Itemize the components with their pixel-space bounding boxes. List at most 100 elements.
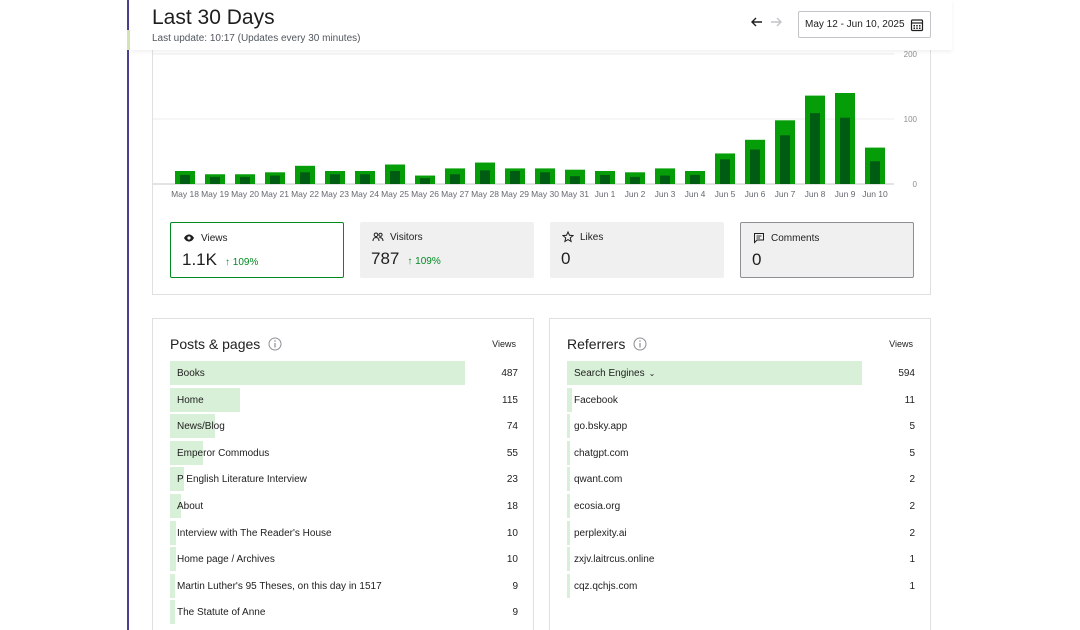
referrer-row-name[interactable]: ecosia.org — [574, 500, 621, 512]
visitors-bar — [540, 172, 550, 184]
post-row-name[interactable]: About — [177, 500, 204, 512]
info-icon[interactable] — [268, 337, 282, 351]
post-row-count: 18 — [506, 500, 518, 512]
post-row[interactable]: About 18 — [170, 493, 518, 521]
x-tick-label: May 25 — [381, 189, 409, 199]
visitors-bar — [480, 170, 490, 184]
referrer-row-name[interactable]: qwant.com — [574, 474, 623, 486]
posts-pages-title: Posts & pages — [170, 336, 282, 352]
post-row-name[interactable]: Home — [177, 394, 204, 406]
x-tick-label: Jun 1 — [595, 189, 616, 199]
referrer-row-count: 2 — [909, 474, 915, 486]
posts-pages-module: Posts & pages Views Books 487 Home 115 News/… — [152, 318, 534, 630]
post-row-name[interactable]: Martin Luther's 95 Theses, on this day i… — [177, 580, 382, 592]
referrers-views-column-header: Views — [889, 339, 913, 349]
post-row[interactable]: P English Literature Interview 23 — [170, 467, 518, 494]
visitors-stat-tab[interactable]: Visitors 787 ↑ 109% — [360, 222, 534, 278]
post-row-name[interactable]: P English Literature Interview — [177, 474, 307, 486]
post-row[interactable]: Books 487 — [170, 361, 518, 388]
visitors-bar — [300, 172, 310, 184]
post-row-name[interactable]: News/Blog — [177, 421, 225, 433]
post-row[interactable]: Home 115 — [170, 387, 518, 415]
referrer-row-name[interactable]: perplexity.ai — [574, 527, 627, 539]
referrer-row[interactable]: ecosia.org 2 — [567, 493, 915, 521]
previous-period-button[interactable] — [748, 13, 766, 31]
post-row[interactable]: Martin Luther's 95 Theses, on this day i… — [170, 573, 518, 601]
chevron-down-icon[interactable]: ⌄ — [648, 369, 656, 378]
comments-value: 0 — [752, 250, 762, 269]
post-row-count: 9 — [512, 607, 518, 619]
date-range-label: May 12 - Jun 10, 2025 — [805, 19, 905, 30]
left-rule-mark — [127, 30, 130, 50]
x-tick-label: May 20 — [231, 189, 259, 199]
visitors-bar — [390, 171, 400, 184]
referrer-row-name[interactable]: go.bsky.app — [574, 421, 628, 433]
page-title: Last 30 Days — [152, 6, 275, 29]
visitors-bar — [240, 176, 250, 184]
x-tick-label: Jun 2 — [625, 189, 646, 199]
post-row-count: 23 — [506, 474, 518, 486]
post-row-name[interactable]: Home page / Archives — [177, 554, 275, 566]
referrer-row-name[interactable]: chatgpt.com — [574, 447, 629, 459]
referrer-row-name[interactable]: Search Engines ⌄ — [574, 368, 656, 379]
referrer-row[interactable]: qwant.com 2 — [567, 467, 915, 494]
comments-stat-tab[interactable]: Comments 0 — [740, 222, 914, 278]
y-tick-label: 100 — [904, 115, 918, 124]
x-tick-label: May 18 — [171, 189, 199, 199]
post-row-count: 115 — [502, 394, 518, 406]
post-row-name[interactable]: The Statute of Anne — [177, 607, 266, 619]
post-row-bar — [170, 361, 465, 385]
referrer-row[interactable]: cqz.qchjs.com 1 — [567, 573, 915, 601]
post-row-bar — [170, 467, 184, 492]
visitors-bar — [570, 176, 580, 184]
referrer-row[interactable]: chatgpt.com 5 — [567, 440, 915, 468]
views-stat-tab[interactable]: Views 1.1K ↑ 109% — [170, 222, 344, 278]
post-row-count: 9 — [512, 580, 518, 592]
views-delta: ↑ 109% — [224, 257, 259, 268]
referrer-row[interactable]: Facebook 11 — [567, 387, 915, 415]
x-tick-label: Jun 4 — [685, 189, 706, 199]
visitors-bar — [510, 171, 520, 184]
post-row[interactable]: Emperor Commodus 55 — [170, 440, 518, 468]
referrer-row[interactable]: go.bsky.app 5 — [567, 414, 915, 441]
x-tick-label: Jun 8 — [805, 189, 826, 199]
referrer-row-name[interactable]: zxjv.laitrcus.online — [574, 554, 655, 566]
x-tick-label: May 21 — [261, 189, 289, 199]
likes-label: Likes — [580, 231, 604, 243]
referrer-row[interactable]: perplexity.ai 2 — [567, 520, 915, 548]
post-row-name[interactable]: Emperor Commodus — [177, 447, 270, 459]
post-row[interactable]: Interview with The Reader's House 10 — [170, 520, 518, 548]
comments-label: Comments — [771, 232, 820, 244]
post-row-name[interactable]: Interview with The Reader's House — [177, 527, 332, 539]
referrer-row[interactable]: zxjv.laitrcus.online 1 — [567, 547, 915, 574]
referrer-row-count: 11 — [904, 394, 915, 406]
x-tick-label: May 19 — [201, 189, 229, 199]
visitors-bar — [330, 174, 340, 184]
likes-value: 0 — [561, 249, 571, 268]
visitors-bar — [690, 174, 700, 184]
eye-icon — [184, 234, 194, 242]
visitors-bar — [870, 161, 880, 184]
post-row[interactable]: Home page / Archives 10 — [170, 547, 518, 574]
referrer-row-name[interactable]: cqz.qchjs.com — [574, 580, 638, 592]
referrers-list: Search Engines ⌄ 594 Facebook 11 go.bsky.app 5… — [567, 361, 915, 600]
post-row[interactable]: The Statute of Anne 9 — [170, 600, 518, 627]
x-tick-label: May 28 — [471, 189, 499, 199]
info-icon[interactable] — [633, 337, 647, 351]
referrers-module: Referrers Views Search Engines ⌄ 594 Facebo… — [549, 318, 931, 630]
visitors-bar — [270, 175, 280, 184]
post-row-name[interactable]: Books — [177, 368, 205, 379]
referrer-row-bar — [567, 547, 570, 572]
referrer-row[interactable]: Search Engines ⌄ 594 — [567, 361, 915, 388]
y-tick-label: 0 — [913, 180, 918, 189]
referrer-row-bar — [567, 493, 570, 518]
post-row-count: 74 — [506, 421, 518, 433]
date-range-picker[interactable]: May 12 - Jun 10, 2025 — [798, 11, 931, 38]
referrer-row-name[interactable]: Facebook — [574, 394, 618, 406]
post-row[interactable]: News/Blog 74 — [170, 414, 518, 441]
referrer-row-bar — [567, 467, 570, 492]
next-period-button[interactable] — [767, 13, 785, 31]
visitors-bar — [180, 174, 190, 184]
likes-stat-tab[interactable]: Likes 0 — [550, 222, 724, 278]
arrow-right-icon — [771, 17, 782, 27]
